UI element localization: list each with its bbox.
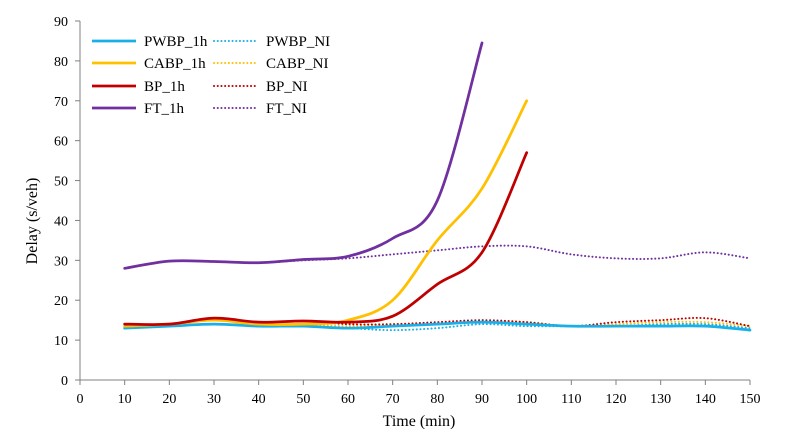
y-tick-label: 0 — [61, 374, 68, 389]
y-tick-label: 20 — [54, 294, 68, 309]
y-tick-label: 90 — [54, 15, 68, 30]
x-tick-label: 70 — [386, 392, 400, 407]
x-tick-label: 60 — [341, 392, 355, 407]
x-tick-label: 100 — [516, 392, 537, 407]
series-line-bp-1h — [123, 151, 529, 326]
series-line-ft-1h — [123, 41, 484, 270]
x-tick-label: 40 — [252, 392, 266, 407]
y-tick-label: 60 — [54, 135, 68, 150]
legend-label-bp-1h: BP_1h — [144, 79, 185, 95]
axes: 0 10 20 30 40 50 60 70 80 90 0 10 20 30 40 50 60 70 80 90 10… — [54, 15, 761, 407]
x-tick-label: 50 — [296, 392, 310, 407]
series-line-pwbp-1h — [123, 320, 752, 332]
x-tick-label: 150 — [740, 392, 761, 407]
y-axis-title: Delay (s/veh) — [24, 178, 41, 265]
x-tick-label: 130 — [650, 392, 671, 407]
y-tick-label: 70 — [54, 95, 68, 110]
y-tick-label: 80 — [54, 55, 68, 70]
series-lines — [123, 41, 752, 332]
legend: PWBP_1h PWBP_NI CABP_1h CABP_NI BP_1h BP_NI FT… — [92, 34, 330, 117]
series-line-cabp-1h — [123, 99, 529, 328]
legend-label-ft-ni: FT_NI — [266, 101, 307, 117]
legend-label-bp-ni: BP_NI — [266, 79, 308, 95]
x-axis-title: Time (min) — [383, 413, 456, 429]
y-tick-label: 10 — [54, 334, 68, 349]
x-tick-label: 0 — [77, 392, 84, 407]
x-tick-label: 20 — [162, 392, 176, 407]
legend-label-pwbp-ni: PWBP_NI — [266, 34, 330, 50]
x-tick-label: 90 — [475, 392, 489, 407]
y-tick-label: 50 — [54, 175, 68, 190]
legend-label-cabp-1h: CABP_1h — [144, 56, 206, 72]
x-tick-label: 140 — [695, 392, 716, 407]
legend-label-cabp-ni: CABP_NI — [266, 56, 329, 72]
y-tick-label: 30 — [54, 254, 68, 269]
x-tick-label: 30 — [207, 392, 221, 407]
legend-label-pwbp-1h: PWBP_1h — [144, 34, 208, 50]
x-tick-label: 10 — [118, 392, 132, 407]
x-tick-label: 80 — [430, 392, 444, 407]
x-tick-label: 110 — [561, 392, 581, 407]
y-tick-label: 40 — [54, 214, 68, 229]
series-line-ft-ni — [123, 244, 751, 270]
x-tick-label: 120 — [606, 392, 627, 407]
legend-label-ft-1h: FT_1h — [144, 101, 185, 117]
